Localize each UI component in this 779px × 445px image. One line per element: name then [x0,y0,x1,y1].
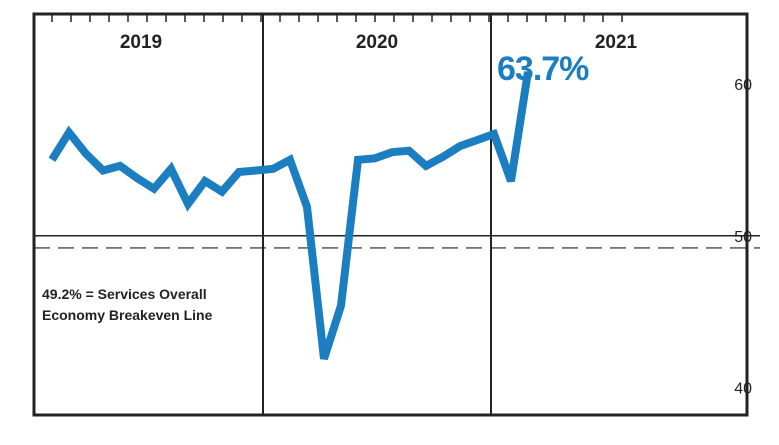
top-tick-marks [51,14,623,22]
breakeven-label-line1: 49.2% = Services Overall [42,286,207,302]
plot-frame [32,12,749,417]
y-tick-label-40: 40 [734,381,752,398]
y-tick-label-50: 50 [734,229,752,246]
latest-value-callout: 63.7% [497,50,589,88]
breakeven-label-line2: Economy Breakeven Line [42,307,213,323]
year-labels: 2019 2020 2021 [120,32,638,53]
year-label-2020: 2020 [356,32,398,53]
year-label-2019: 2019 [120,32,162,53]
y-tick-label-60: 60 [734,77,752,94]
year-label-2021: 2021 [595,32,638,53]
services-pmi-line [48,71,532,361]
y-tick-labels: 40 50 60 [734,77,752,398]
